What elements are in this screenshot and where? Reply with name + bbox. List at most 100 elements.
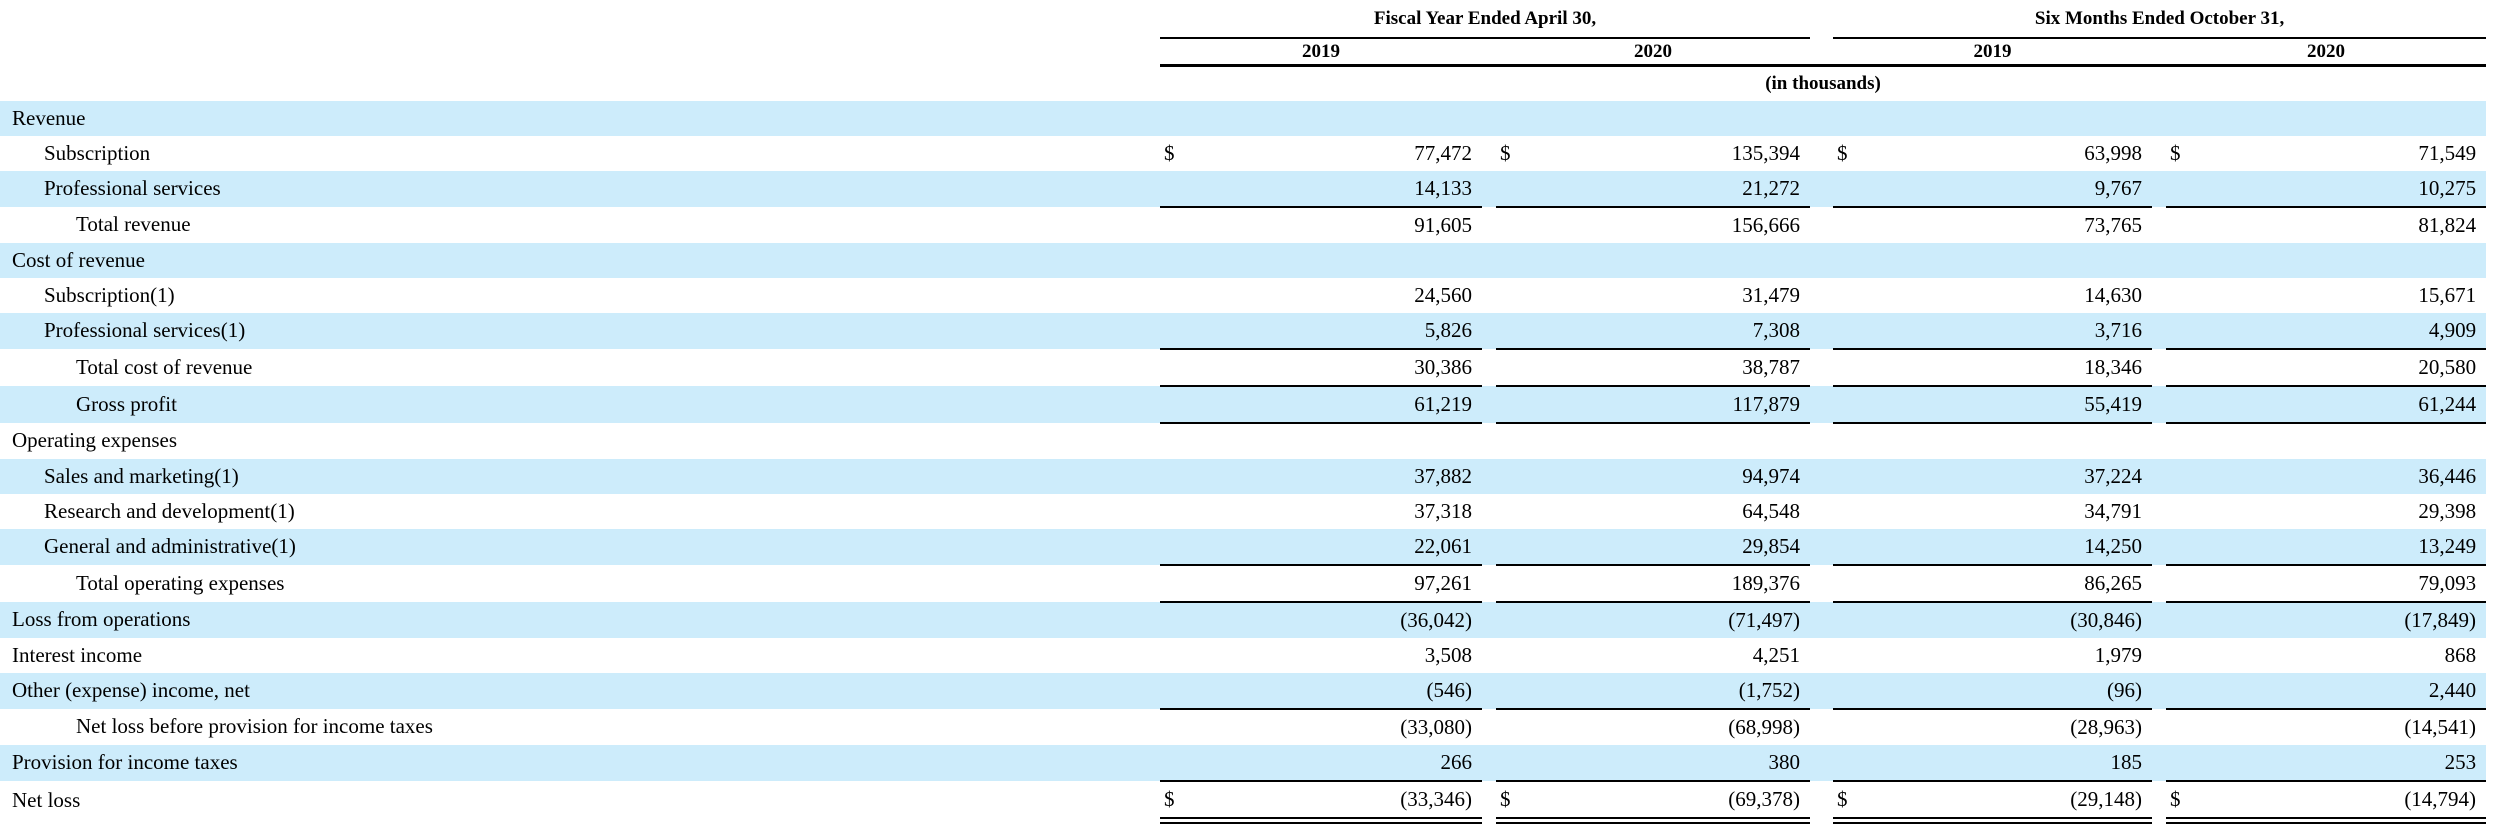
spacer	[1150, 136, 1160, 171]
spacer	[1150, 638, 1160, 673]
row-label: Gross profit	[0, 385, 1150, 423]
value-cell: 3,508	[1424, 642, 1472, 667]
value-cell: (17,849)	[2211, 600, 2487, 638]
currency-cell	[1160, 347, 1205, 386]
value-cell	[1878, 242, 2153, 278]
value-cell: 5,826	[1205, 312, 1482, 349]
currency-cell	[2166, 458, 2212, 494]
currency-cell	[1496, 707, 1541, 745]
currency-cell	[2166, 205, 2212, 243]
currency-cell	[1833, 170, 1879, 207]
column-gap	[1482, 312, 1496, 349]
column-gap	[1482, 38, 1496, 67]
currency-cell	[2166, 100, 2212, 136]
column-gap	[2152, 458, 2167, 494]
currency-cell	[1496, 312, 1541, 349]
value-cell: (30,846)	[1878, 600, 2153, 638]
currency-cell	[2166, 278, 2211, 313]
column-gap	[2152, 528, 2167, 565]
currency-cell	[1496, 347, 1541, 386]
column-gap	[2152, 672, 2167, 709]
group-gap	[1810, 136, 1833, 171]
currency-cell	[2166, 312, 2212, 349]
spacer	[1150, 242, 1160, 278]
currency-cell	[2166, 528, 2212, 565]
column-gap	[1482, 385, 1496, 423]
value-cell: 91,605	[1205, 205, 1482, 243]
row-label: Subscription	[44, 140, 151, 165]
group-gap	[1810, 423, 1833, 459]
table-row: Research and development(1) 37,318 64,54…	[0, 494, 2486, 529]
currency-cell	[1833, 528, 1879, 565]
currency-cell	[2166, 744, 2212, 781]
value-cell	[1878, 100, 2153, 136]
currency-cell	[1160, 600, 1205, 638]
table-row: Provision for income taxes 266 380 185 2…	[0, 744, 2487, 781]
value-cell: 29,854	[1541, 528, 1811, 565]
currency-cell	[1160, 312, 1205, 349]
year-header-row: 2019 2020 2019 2020	[0, 38, 2487, 67]
value-cell: 1,979	[2094, 642, 2143, 667]
group-gap	[1810, 242, 1834, 278]
year-sm-2020: 2020	[2166, 38, 2487, 67]
currency-cell	[1496, 100, 1541, 136]
row-label: General and administrative(1)	[0, 528, 1150, 565]
column-gap	[2152, 423, 2166, 459]
value-cell	[2211, 242, 2487, 278]
column-gap	[1482, 601, 1496, 638]
currency-cell	[1833, 278, 1878, 313]
column-gap	[1482, 709, 1496, 745]
currency-cell	[1833, 494, 1878, 529]
value-cell: 61,219	[1205, 384, 1482, 424]
value-cell: 117,879	[1541, 384, 1811, 424]
value-cell: (96)	[1878, 672, 2153, 709]
currency-cell	[1833, 672, 1879, 709]
value-cell: 4,909	[2211, 312, 2487, 349]
group-gap	[1810, 170, 1834, 207]
currency-cell	[2166, 638, 2211, 673]
currency-cell	[1496, 205, 1541, 243]
column-gap	[1482, 349, 1496, 386]
group-gap	[1810, 349, 1833, 386]
column-gap	[2152, 744, 2167, 781]
currency-cell	[1833, 312, 1879, 349]
group-gap	[1810, 744, 1834, 781]
currency-cell	[1160, 458, 1205, 494]
currency-cell	[2166, 347, 2212, 386]
currency-cell	[1833, 707, 1879, 745]
currency-cell	[1160, 100, 1205, 136]
value-cell: 31,479	[1742, 282, 1801, 307]
value-cell: 13,249	[2211, 528, 2487, 565]
value-cell: 97,261	[1205, 563, 1482, 602]
row-label: Subscription(1)	[44, 282, 175, 307]
currency-cell: $	[1833, 779, 1879, 824]
column-gap	[1482, 672, 1496, 709]
currency-cell	[1496, 494, 1541, 529]
column-gap	[2152, 709, 2166, 745]
value-cell: 30,386	[1205, 347, 1482, 386]
table-row: Professional services 14,133 21,272 9,76…	[0, 170, 2487, 207]
currency-cell	[1496, 672, 1541, 709]
value-cell: (71,497)	[1541, 600, 1811, 638]
year-sm-2019: 2019	[1833, 38, 2153, 67]
value-cell: 73,765	[1878, 205, 2153, 243]
spacer	[1150, 385, 1160, 423]
value-cell	[1205, 100, 1482, 136]
currency-cell: $	[1500, 140, 1511, 165]
row-label: Research and development(1)	[44, 498, 295, 523]
period-group-fiscal-year: Fiscal Year Ended April 30,	[1160, 0, 1811, 39]
spacer	[1150, 312, 1160, 349]
group-gap	[1810, 781, 1833, 821]
table-row: Total revenue 91,605 156,666 73,765 81,8…	[0, 205, 2487, 243]
value-cell: 9,767	[1878, 170, 2153, 207]
spacer	[1150, 100, 1160, 136]
group-gap	[1810, 672, 1834, 709]
currency-cell	[2166, 242, 2212, 278]
currency-cell	[1833, 423, 1878, 459]
units-note: (in thousands)	[1765, 73, 1881, 95]
currency-cell: $	[1496, 779, 1541, 824]
currency-cell	[1496, 528, 1541, 565]
column-gap	[1482, 565, 1496, 602]
value-cell: 14,250	[1878, 528, 2153, 565]
